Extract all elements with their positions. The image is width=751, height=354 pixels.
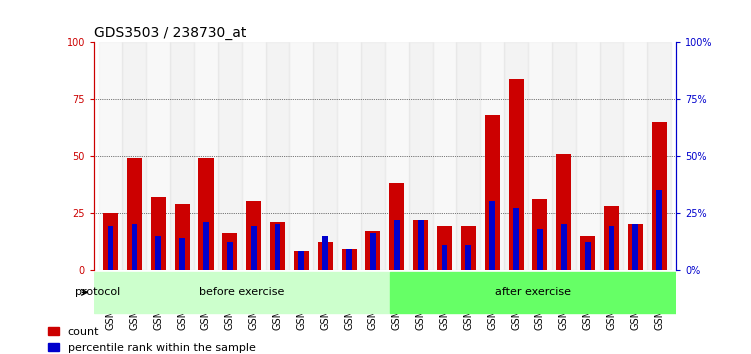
Bar bbox=[585, 242, 590, 270]
Bar bbox=[623, 42, 647, 270]
Bar bbox=[504, 42, 528, 270]
Bar bbox=[122, 42, 146, 270]
FancyBboxPatch shape bbox=[390, 272, 676, 313]
Bar bbox=[107, 227, 113, 270]
Bar bbox=[628, 224, 643, 270]
Bar bbox=[218, 42, 242, 270]
Bar bbox=[242, 42, 266, 270]
Bar bbox=[528, 42, 552, 270]
Bar bbox=[580, 235, 595, 270]
Bar bbox=[413, 219, 428, 270]
Bar bbox=[266, 42, 289, 270]
Bar bbox=[437, 227, 452, 270]
Bar bbox=[361, 42, 385, 270]
Bar bbox=[457, 42, 481, 270]
Bar bbox=[537, 229, 543, 270]
Text: GDS3503 / 238730_at: GDS3503 / 238730_at bbox=[94, 26, 246, 40]
Bar bbox=[556, 154, 572, 270]
Bar bbox=[513, 208, 519, 270]
Bar bbox=[342, 249, 357, 270]
Bar bbox=[561, 224, 567, 270]
Bar bbox=[251, 227, 257, 270]
Bar bbox=[389, 183, 404, 270]
Bar bbox=[632, 224, 638, 270]
Bar bbox=[179, 238, 185, 270]
Bar bbox=[289, 42, 313, 270]
Bar bbox=[298, 251, 304, 270]
Bar bbox=[222, 233, 237, 270]
Bar bbox=[131, 224, 137, 270]
Bar bbox=[198, 158, 213, 270]
Bar bbox=[318, 242, 333, 270]
Bar bbox=[170, 42, 194, 270]
Bar bbox=[103, 213, 118, 270]
Bar bbox=[385, 42, 409, 270]
FancyBboxPatch shape bbox=[94, 272, 390, 313]
Text: after exercise: after exercise bbox=[495, 287, 571, 297]
Bar bbox=[203, 222, 209, 270]
Bar bbox=[552, 42, 576, 270]
Bar bbox=[270, 222, 285, 270]
Text: protocol: protocol bbox=[75, 287, 120, 297]
Bar bbox=[337, 42, 361, 270]
Bar bbox=[313, 42, 337, 270]
Bar bbox=[194, 42, 218, 270]
Bar bbox=[366, 231, 381, 270]
Bar bbox=[532, 199, 547, 270]
Bar bbox=[647, 42, 671, 270]
Bar bbox=[127, 158, 142, 270]
Bar bbox=[175, 204, 190, 270]
Bar bbox=[652, 122, 667, 270]
Bar bbox=[246, 201, 261, 270]
Bar bbox=[576, 42, 599, 270]
Bar bbox=[418, 219, 424, 270]
Bar bbox=[508, 79, 523, 270]
Bar bbox=[146, 42, 170, 270]
Legend: count, percentile rank within the sample: count, percentile rank within the sample bbox=[43, 322, 260, 354]
Bar bbox=[394, 219, 400, 270]
Bar bbox=[155, 235, 161, 270]
Bar bbox=[346, 249, 352, 270]
Bar bbox=[227, 242, 233, 270]
Bar bbox=[484, 115, 499, 270]
Bar bbox=[481, 42, 504, 270]
Text: before exercise: before exercise bbox=[199, 287, 285, 297]
Bar bbox=[461, 227, 476, 270]
Bar bbox=[490, 201, 495, 270]
Bar bbox=[370, 233, 376, 270]
Bar bbox=[322, 235, 328, 270]
Bar bbox=[151, 197, 166, 270]
Bar bbox=[294, 251, 309, 270]
Bar bbox=[466, 245, 472, 270]
Bar bbox=[433, 42, 457, 270]
Bar bbox=[409, 42, 433, 270]
Bar bbox=[656, 190, 662, 270]
Bar bbox=[98, 42, 122, 270]
Bar bbox=[275, 224, 280, 270]
Bar bbox=[442, 245, 448, 270]
Bar bbox=[599, 42, 623, 270]
Bar bbox=[604, 206, 619, 270]
Bar bbox=[608, 227, 614, 270]
